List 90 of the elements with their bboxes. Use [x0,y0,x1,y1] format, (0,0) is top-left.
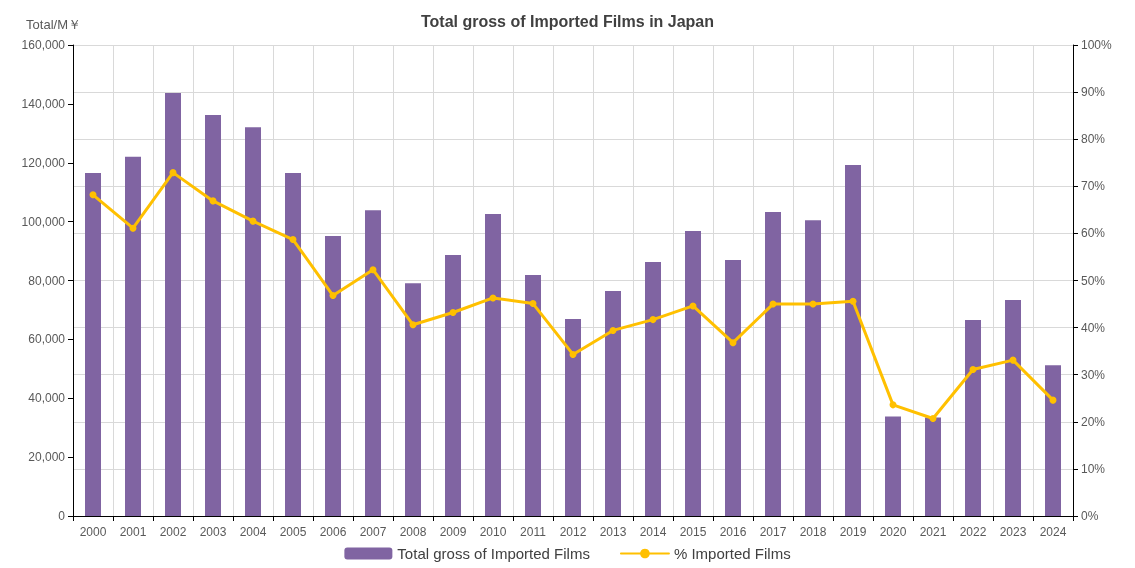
point [929,415,937,422]
bar [765,211,781,516]
x-tick-label: 2009 [439,525,467,539]
x-tick-label: 2006 [319,525,347,539]
x-tick-label: 2004 [239,525,267,539]
y-tick-label: 160,000 [21,38,66,52]
bar [565,319,581,516]
bar [405,283,421,516]
x-tick-label: 2023 [999,525,1027,539]
y2-tick-label: 50% [1081,273,1106,288]
x-tick-label: 2022 [959,525,987,539]
bar [365,210,381,516]
x-tick-label: 2010 [479,525,507,539]
point [129,224,137,232]
x-tick-label: 2015 [679,525,707,539]
y-tick-label: 100,000 [21,214,66,229]
point [649,316,657,324]
x-tick-label: 2019 [839,525,867,539]
x-tick-label: 2017 [759,525,787,539]
bar [805,220,821,516]
y2-tick-label: 30% [1081,367,1106,382]
x-tick-label: 2011 [520,525,547,539]
y-tick-label: 60,000 [28,332,66,347]
x-tick-label: 2013 [599,525,627,539]
bar [885,416,901,516]
x-tick-label: 2012 [559,525,587,539]
point [289,236,297,244]
point [729,339,737,347]
x-tick-label: 2000 [79,525,107,539]
point [449,309,457,317]
y2-tick-label: 80% [1081,132,1106,147]
bar [925,417,941,516]
x-tick-label: 2002 [159,525,187,539]
point [529,300,537,308]
x-tick-label: 2005 [279,525,307,539]
bar [165,92,181,516]
y2-tick-label: 60% [1081,226,1106,241]
bar [205,115,221,516]
legend-label: % Imported Films [673,545,791,562]
y2-tick-label: 20% [1081,414,1106,429]
x-tick-label: 2008 [399,525,427,539]
point [369,266,377,274]
bar [965,319,981,516]
bar [1005,299,1021,516]
y2-tick-label: 0% [1081,509,1099,523]
x-tick-label: 2007 [359,525,387,539]
y-axis-title: Total/M￥ [26,17,81,32]
x-tick-label: 2001 [119,525,147,539]
x-tick-label: 2018 [799,525,827,539]
bar [845,165,861,516]
y2-tick-label: 90% [1081,85,1106,100]
point [89,191,97,199]
x-tick-label: 2014 [639,525,667,539]
bar [605,291,621,516]
bar [285,173,301,516]
point [969,366,977,374]
point [329,292,337,300]
x-tick-label: 2021 [919,525,947,539]
point [569,350,577,358]
bar [85,173,101,516]
y-tick-label: 80,000 [28,273,66,288]
y2-tick-label: 100% [1081,38,1113,52]
y2-tick-label: 10% [1081,461,1106,476]
point [609,326,617,334]
x-tick-label: 2020 [879,525,907,539]
bar [445,254,461,516]
y-tick-label: 140,000 [21,96,66,111]
y2-tick-label: 70% [1081,179,1106,194]
point [409,321,417,329]
y2-tick-label: 40% [1081,320,1106,335]
bar [125,156,141,516]
x-tick-label: 2003 [199,525,227,539]
point [169,169,177,177]
bar [525,274,541,516]
bar [245,127,261,516]
bar [325,236,341,516]
bar [685,231,701,516]
legend-label: Total gross of Imported Films [397,545,590,562]
y-tick-label: 40,000 [28,391,66,406]
chart-title: Total gross of Imported Films in Japan [420,12,715,30]
x-tick-label: 2024 [1039,525,1067,539]
point [849,297,857,305]
y-tick-label: 0 [58,509,66,523]
y-tick-label: 120,000 [21,155,66,170]
y-tick-label: 20,000 [28,450,66,465]
x-tick-label: 2016 [719,525,747,539]
bar [645,261,661,516]
bar [725,259,741,516]
bar [1045,365,1061,516]
bar [485,213,501,516]
